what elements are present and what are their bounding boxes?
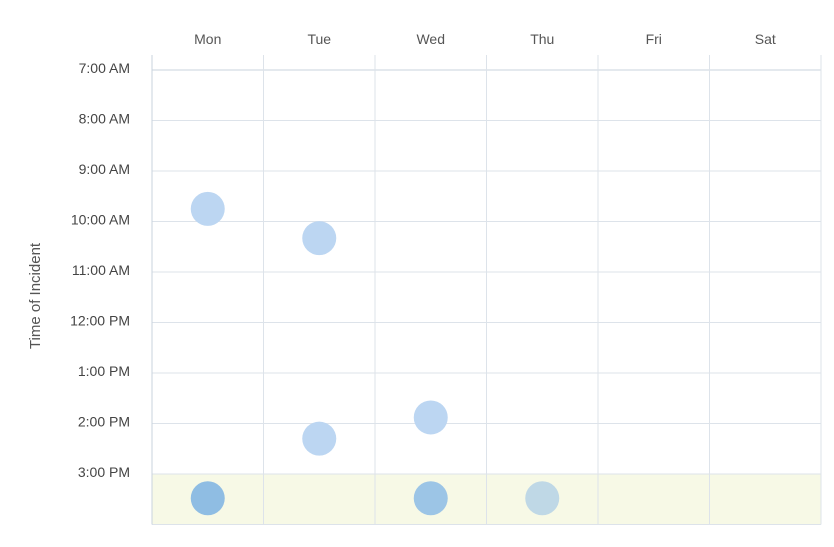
y-tick-label: 3:00 PM [78, 464, 130, 480]
y-tick-label: 8:00 AM [79, 111, 130, 127]
y-tick-label: 9:00 AM [79, 161, 130, 177]
y-tick-label: 12:00 PM [70, 313, 130, 329]
y-tick-label: 7:00 AM [79, 60, 130, 76]
incident-point[interactable] [190, 191, 225, 226]
incident-point[interactable] [413, 481, 448, 516]
y-tick-label: 11:00 AM [72, 262, 130, 278]
y-axis-labels: 7:00 AM 8:00 AM 9:00 AM 10:00 AM 11:00 AM 12:… [70, 60, 130, 480]
x-tick-label: Mon [194, 31, 221, 47]
x-tick-label: Fri [646, 31, 662, 47]
grid-group [151, 55, 822, 525]
incident-point[interactable] [525, 481, 560, 516]
x-tick-label: Thu [530, 31, 554, 47]
x-tick-label: Tue [307, 31, 331, 47]
data-points [190, 191, 560, 516]
y-axis-title: Time of Incident [27, 242, 44, 349]
incident-point[interactable] [190, 481, 225, 516]
x-tick-label: Wed [416, 31, 445, 47]
y-tick-label: 10:00 AM [71, 212, 130, 228]
y-tick-label: 2:00 PM [78, 414, 130, 430]
incident-point[interactable] [413, 400, 448, 435]
x-axis-labels: Mon Tue Wed Thu Fri Sat [194, 31, 776, 47]
incident-point[interactable] [302, 221, 337, 256]
x-tick-label: Sat [755, 31, 776, 47]
y-tick-label: 1:00 PM [78, 363, 130, 379]
incident-point[interactable] [302, 421, 337, 456]
